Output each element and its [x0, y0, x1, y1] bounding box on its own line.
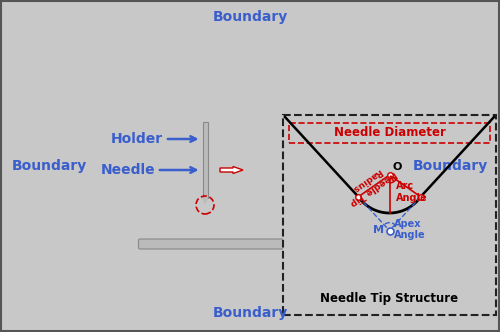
- Text: Apex
Angle: Apex Angle: [394, 219, 425, 240]
- Text: Needle: Needle: [100, 163, 155, 177]
- Polygon shape: [220, 167, 243, 174]
- FancyBboxPatch shape: [202, 122, 207, 198]
- Text: Boundary: Boundary: [212, 10, 288, 24]
- Text: Boundary: Boundary: [12, 159, 88, 173]
- Text: Needle Diameter: Needle Diameter: [334, 126, 446, 139]
- Text: M: M: [372, 225, 384, 235]
- Text: Boundary: Boundary: [413, 159, 488, 173]
- Text: Needle Tip Structure: Needle Tip Structure: [320, 292, 458, 305]
- Polygon shape: [202, 198, 207, 204]
- Text: O: O: [392, 162, 402, 172]
- Text: Needle Tip
Radius: Needle Tip Radius: [342, 160, 398, 208]
- Bar: [289, 123, 490, 143]
- Text: Holder: Holder: [111, 132, 163, 146]
- Text: Boundary: Boundary: [212, 306, 288, 320]
- Bar: [283, 115, 496, 315]
- FancyBboxPatch shape: [138, 239, 332, 249]
- Text: Arc
Angle: Arc Angle: [396, 181, 427, 203]
